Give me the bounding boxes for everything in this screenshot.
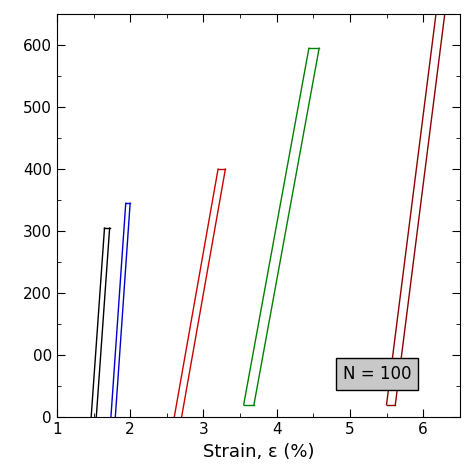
X-axis label: Strain, ε (%): Strain, ε (%) (202, 443, 314, 461)
Text: N = 100: N = 100 (343, 365, 411, 383)
